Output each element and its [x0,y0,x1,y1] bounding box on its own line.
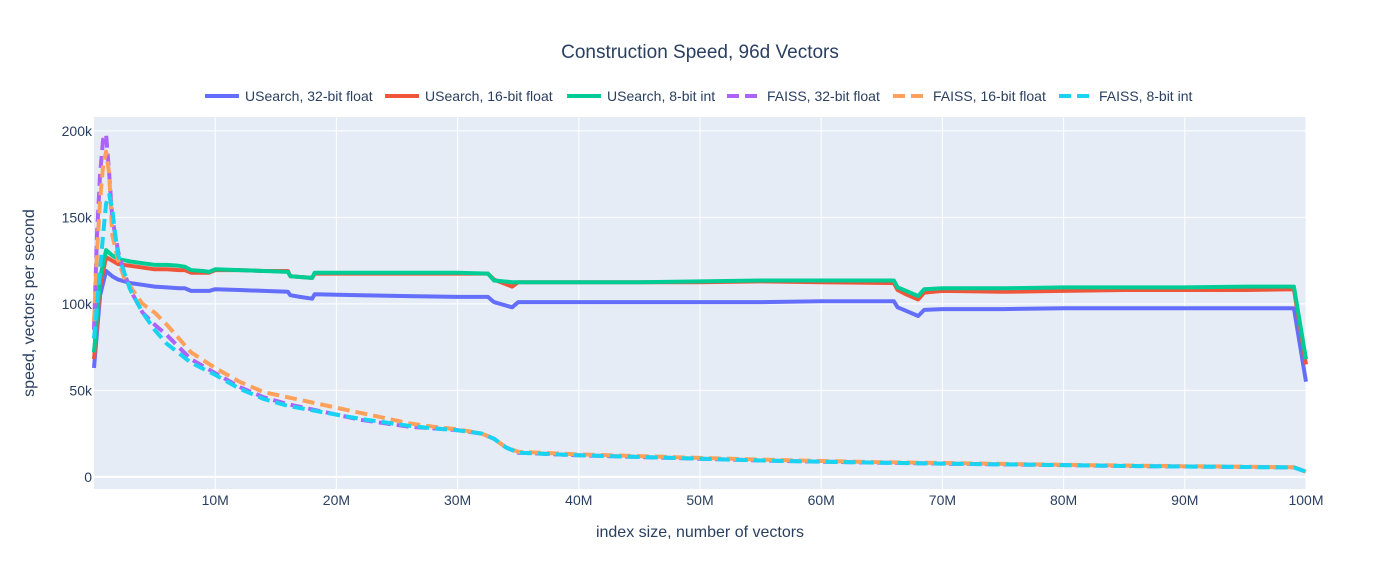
x-tick-label: 60M [808,492,835,508]
y-tick-label: 0 [84,469,92,485]
legend-label: FAISS, 8-bit int [1099,88,1192,104]
x-axis-ticks: 10M 20M 30M 40M 50M 60M 70M 80M 90M 100M [202,492,1324,508]
y-tick-label: 50k [69,382,93,398]
x-tick-label: 40M [565,492,592,508]
legend-label: USearch, 8-bit int [607,88,715,104]
y-tick-label: 150k [62,209,93,225]
legend-label: FAISS, 32-bit float [767,88,880,104]
y-tick-label: 200k [62,123,93,139]
series-lines [92,132,1308,474]
y-axis-title: speed, vectors per second [21,209,38,397]
x-tick-label: 70M [929,492,956,508]
legend-label: USearch, 16-bit float [425,88,553,104]
y-axis-ticks: 0 50k 100k 150k 200k [62,123,93,485]
series-line-6 [92,192,1307,474]
legend-label: FAISS, 16-bit float [933,88,1046,104]
x-axis-title: index size, number of vectors [596,524,804,541]
x-tick-label: 20M [323,492,350,508]
series-line-5 [92,149,1307,474]
series-line-3 [92,248,1308,360]
x-tick-label: 10M [202,492,229,508]
legend: USearch, 32-bit float USearch, 16-bit flo… [205,88,1192,104]
x-tick-label: 80M [1050,492,1077,508]
x-tick-label: 50M [686,492,713,508]
chart-title: Construction Speed, 96d Vectors [561,42,839,63]
legend-label: USearch, 32-bit float [245,88,373,104]
x-tick-label: 100M [1288,492,1323,508]
series-line-1 [92,269,1308,383]
x-tick-label: 90M [1171,492,1198,508]
x-tick-label: 30M [444,492,471,508]
grid-lines [94,117,1307,489]
y-tick-label: 100k [62,296,93,312]
